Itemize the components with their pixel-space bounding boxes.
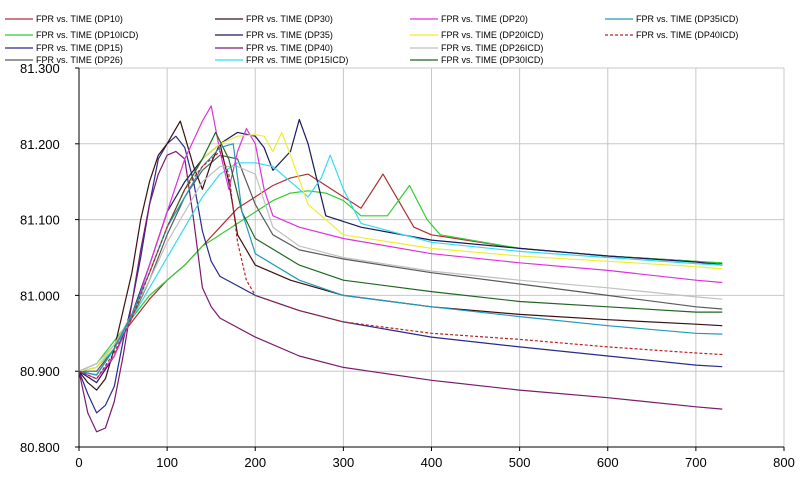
legend-label: FPR vs. TIME (DP40) [246, 43, 333, 53]
series-line-3 [78, 135, 723, 414]
legend: FPR vs. TIME (DP10) FPR vs. TIME (DP10ICD… [0, 0, 800, 65]
legend-label: FPR vs. TIME (DP30) [246, 14, 333, 24]
legend-label: FPR vs. TIME (DP35ICD) [636, 14, 738, 24]
series-line-2 [78, 184, 723, 372]
x-tick-label: 500 [509, 455, 531, 470]
series-line-8 [78, 154, 723, 372]
series-group [78, 105, 723, 433]
y-tick-label: 81.000 [20, 288, 60, 303]
legend-label: FPR vs. TIME (DP20) [441, 14, 528, 24]
legend-label: FPR vs. TIME (DP26ICD) [441, 43, 543, 53]
legend-label: FPR vs. TIME (DP30ICD) [441, 55, 543, 65]
x-tick-label: 600 [597, 455, 619, 470]
x-tick-label: 700 [685, 455, 707, 470]
legend-label: FPR vs. TIME (DP15) [36, 43, 123, 53]
x-tick-label: 300 [333, 455, 355, 470]
series-line-13 [78, 143, 723, 376]
y-tick-label: 80.800 [20, 440, 60, 455]
x-tick-label: 400 [421, 455, 443, 470]
legend-label: FPR vs. TIME (DP26) [36, 55, 123, 65]
legend-label: FPR vs. TIME (DP40ICD) [636, 30, 738, 40]
y-tick-label: 81.300 [20, 61, 60, 76]
x-tick-label: 100 [156, 455, 178, 470]
x-tick-label: 800 [773, 455, 795, 470]
series-line-9 [78, 105, 723, 380]
legend-label: FPR vs. TIME (DP20ICD) [441, 30, 543, 40]
legend-label: FPR vs. TIME (DP10ICD) [36, 30, 138, 40]
legend-label: FPR vs. TIME (DP15ICD) [246, 55, 348, 65]
legend-label: FPR vs. TIME (DP10) [36, 14, 123, 24]
x-tick-label: 0 [75, 455, 82, 470]
series-line-1 [78, 173, 723, 372]
legend-label: FPR vs. TIME (DP35) [246, 30, 333, 40]
legend-background [0, 0, 800, 63]
y-tick-label: 81.100 [20, 213, 60, 228]
x-tick-label: 200 [244, 455, 266, 470]
y-tick-label: 80.900 [20, 364, 60, 379]
y-tick-label: 81.200 [20, 137, 60, 152]
series-line-14 [78, 150, 723, 380]
